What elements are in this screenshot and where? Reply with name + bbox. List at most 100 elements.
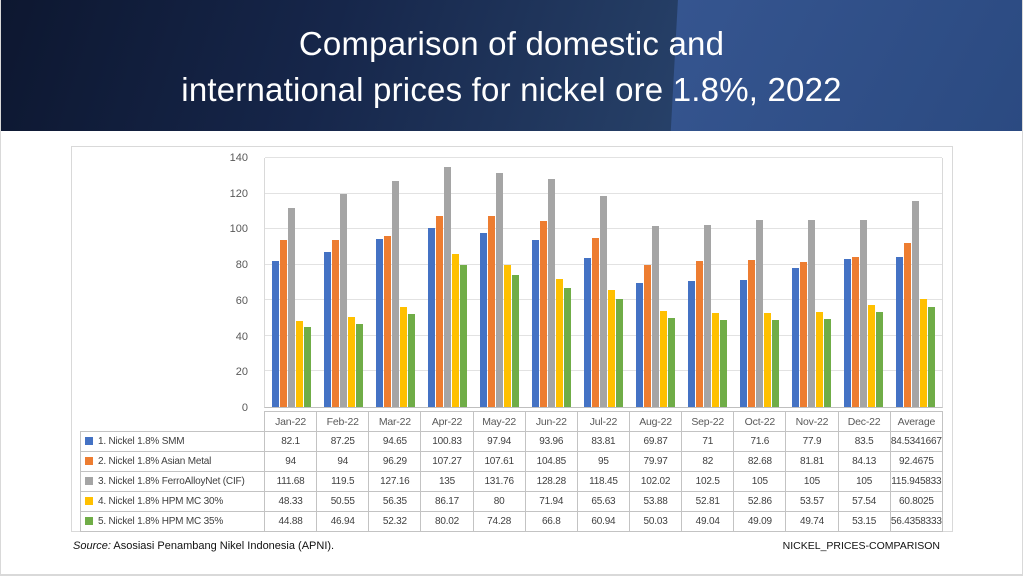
bar [503,264,511,407]
table-corner-blank [81,412,265,432]
table-row: 4. Nickel 1.8% HPM MC 30% 48.33 50.55 56.35… [80,491,944,512]
value-cell: 71.6 [733,431,787,452]
bar-group [525,158,577,407]
bar [696,261,704,407]
bar-group [265,158,317,407]
bar [844,258,852,407]
series-label-cell: 2. Nickel 1.8% Asian Metal [80,451,265,472]
table-row: 1. Nickel 1.8% SMM 82.1 87.25 94.65 100.83 97… [80,431,944,452]
bar [600,196,607,407]
series-name: 1. Nickel 1.8% SMM [98,436,185,447]
value-cell: 135 [420,471,474,492]
bar [355,323,363,407]
document-tag: NICKEL_PRICES-COMPARISON [782,540,940,552]
table-row: 5. Nickel 1.8% HPM MC 35% 44.88 46.94 52.32… [80,511,944,532]
bar [896,256,904,407]
bar [451,253,459,407]
bar [539,220,547,407]
month-header-cell: Jan-22 [263,411,318,432]
bar [375,238,383,407]
bar-group [682,158,734,407]
value-cell: 53.88 [628,491,683,512]
table-row: 2. Nickel 1.8% Asian Metal 94 94 96.29 107.2… [80,451,944,472]
value-cell: 102.5 [681,471,735,492]
month-header-cell: Average [889,411,944,432]
value-cell: 69.87 [628,431,683,452]
value-cell: 96.29 [368,451,422,472]
bar [644,264,652,407]
bar [704,224,712,407]
bar [287,208,295,407]
month-header-cell: Feb-22 [316,411,370,432]
bar [511,274,519,407]
value-cell: 77.9 [785,431,839,452]
bar [323,251,331,407]
y-axis-label: 20 [235,366,248,379]
series-name: 5. Nickel 1.8% HPM MC 35% [98,516,224,527]
legend-swatch-icon [85,517,93,525]
month-header-cell: Aug-22 [628,411,683,432]
bar-group [421,158,473,407]
value-cell: 71.94 [524,491,578,512]
bar [920,298,928,407]
plot-area [264,157,943,408]
value-cell: 52.81 [681,491,735,512]
value-cell: 115.945833 [889,471,944,492]
page-title: Comparison of domestic and international… [1,0,1022,113]
bar [399,306,407,407]
value-cell: 49.74 [785,511,839,532]
value-cell: 48.33 [263,491,318,512]
table-row: 3. Nickel 1.8% FerroAlloyNet (CIF) 111.68… [80,471,944,492]
legend-swatch-icon [85,477,93,485]
month-header-cell: May-22 [472,411,526,432]
bar [279,239,287,407]
slide-header: Comparison of domestic and international… [1,0,1022,131]
bar [868,304,876,407]
bar [479,232,487,407]
bar-group [317,158,369,407]
bar [584,257,591,407]
y-axis: 0 20 40 60 80 100 120 140 [72,152,256,414]
value-cell: 105 [733,471,787,492]
bar-group [577,158,629,407]
bar [391,180,399,407]
value-cell: 53.57 [785,491,839,512]
bar-group [838,158,890,407]
value-cell: 111.68 [263,471,318,492]
source-note: Source: Asosiasi Penambang Nikel Indones… [73,540,334,552]
series-label-cell: 5. Nickel 1.8% HPM MC 35% [80,511,265,532]
bar [668,318,676,407]
bar [347,317,355,407]
value-cell: 49.04 [681,511,735,532]
value-cell: 56.4358333 [889,511,944,532]
bar-group [630,158,682,407]
value-cell: 80 [472,491,526,512]
bar [904,242,912,407]
y-axis-label: 80 [235,259,248,272]
bar [688,280,696,407]
bar [331,239,339,407]
value-cell: 102.02 [628,471,683,492]
y-axis-label: 40 [235,330,248,343]
value-cell: 105 [837,471,891,492]
bar [720,319,728,407]
legend-swatch-icon [85,497,93,505]
value-cell: 104.85 [524,451,578,472]
bar [808,220,816,407]
bar [652,225,660,407]
series-label-cell: 1. Nickel 1.8% SMM [80,431,265,452]
value-cell: 52.32 [368,511,422,532]
gridline [265,192,942,194]
bar [592,238,599,407]
value-cell: 94 [316,451,370,472]
bar [712,313,720,407]
bar [824,318,832,407]
value-cell: 82.1 [263,431,318,452]
value-cell: 83.5 [837,431,891,452]
value-cell: 46.94 [316,511,370,532]
value-cell: 107.27 [420,451,474,472]
value-cell: 107.61 [472,451,526,472]
value-cell: 74.28 [472,511,526,532]
bar [555,279,563,407]
